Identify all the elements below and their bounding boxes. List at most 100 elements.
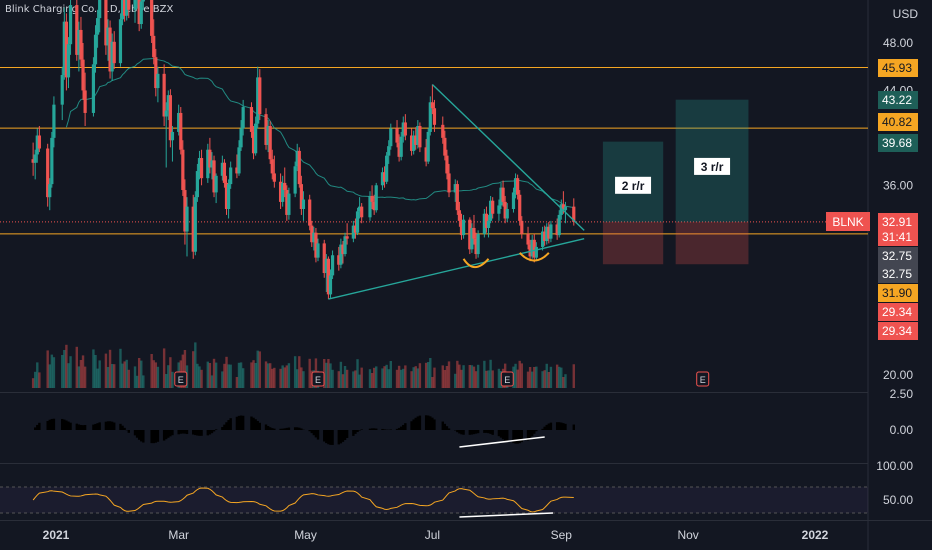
macd-bar <box>485 430 488 433</box>
indicator-tick: 100.00 <box>876 459 913 473</box>
currency-label[interactable]: USD <box>892 7 918 21</box>
price-tag: 39.68 <box>882 136 912 150</box>
candle-body <box>505 209 509 219</box>
macd-bar <box>165 430 168 440</box>
volume-bar <box>221 371 224 388</box>
candle-body <box>337 255 341 265</box>
candle-body <box>470 227 474 250</box>
earnings-marker <box>696 371 710 387</box>
volume-bar <box>119 348 122 388</box>
macd-bar <box>547 423 551 430</box>
macd-bar <box>38 422 41 430</box>
volume-bar <box>535 366 538 388</box>
macd-bar <box>279 428 282 430</box>
price-tag: 40.82 <box>882 115 912 129</box>
macd-bar <box>133 430 137 436</box>
volume-bar <box>77 366 81 388</box>
candle-body <box>137 0 141 25</box>
candle-body <box>310 225 314 243</box>
volume-bar <box>329 363 332 388</box>
candle-body <box>150 0 154 36</box>
volume-bar <box>528 367 532 388</box>
rr-label: 3 r/r <box>701 160 724 174</box>
macd-bar <box>354 430 357 434</box>
candle-body <box>453 184 457 193</box>
candle-body <box>468 219 472 250</box>
time-tick: May <box>294 528 317 542</box>
macd-bar <box>370 428 374 430</box>
candle-body <box>91 64 96 113</box>
macd-bar <box>287 427 291 430</box>
candle-body <box>179 112 183 150</box>
volume-bar <box>63 350 66 388</box>
candle-body <box>532 239 536 258</box>
macd-bar <box>179 430 182 434</box>
risk-reward-boxes: 2 r/r 3 r/r <box>602 99 749 265</box>
volume-bar <box>125 359 128 388</box>
volume-bar <box>198 366 201 388</box>
macd-bar <box>227 420 230 430</box>
candle-body <box>212 160 216 193</box>
ma-line <box>65 58 574 209</box>
volume-bar <box>229 364 232 388</box>
candle-body <box>412 135 416 151</box>
candle-body <box>341 244 345 255</box>
volume-bar <box>470 365 474 388</box>
macd-bar <box>501 430 505 440</box>
volume-bar <box>254 363 257 388</box>
candle-body <box>416 126 420 145</box>
rr-label-bg <box>615 176 652 194</box>
macd-bar <box>356 430 359 433</box>
volume-bar <box>431 377 434 388</box>
volume-bar <box>352 371 355 388</box>
candle-body <box>426 131 430 162</box>
macd-bar <box>312 430 316 436</box>
volume-bar <box>98 360 101 388</box>
price-tag: 43.22 <box>882 93 912 107</box>
macd-bar <box>345 430 349 438</box>
macd-bar <box>237 415 241 430</box>
volume-bar <box>283 367 286 388</box>
macd-bar <box>368 428 372 430</box>
volume-bar <box>69 356 72 388</box>
candle-body <box>443 137 447 156</box>
candle-body <box>328 275 333 295</box>
macd-bar <box>106 421 110 430</box>
candle-body <box>222 162 227 183</box>
price-tick: 20.00 <box>883 368 913 382</box>
volume-bar <box>266 363 270 388</box>
candle-body <box>547 226 551 239</box>
volume-bar <box>287 363 291 388</box>
macd-bar <box>499 430 503 438</box>
symbol-title: Blink Charging Co., 1D, Cboe BZX <box>5 4 174 15</box>
candle-body <box>31 159 35 163</box>
volume-bar <box>235 377 239 388</box>
volume-bar <box>79 360 83 388</box>
candle-body <box>191 206 195 252</box>
macd-bar <box>572 424 575 430</box>
candle-body <box>251 131 256 154</box>
volume-bar <box>52 357 56 388</box>
time-tick: Jul <box>425 528 440 542</box>
volume-bar <box>412 367 415 388</box>
candle-body <box>297 150 301 185</box>
macd-bar <box>225 422 228 430</box>
macd-bar <box>92 424 95 430</box>
macd-bar <box>285 427 289 430</box>
macd-bar <box>48 419 51 430</box>
candle-body <box>409 135 414 151</box>
macd-bar <box>98 422 101 430</box>
price-tag-bg <box>878 303 918 321</box>
volume-bar <box>241 368 245 388</box>
candle-body <box>199 158 204 179</box>
symbol-tag: BLNK <box>832 215 863 229</box>
volume-bar <box>210 375 214 388</box>
macd-bar <box>468 430 472 435</box>
candle-body <box>424 147 428 162</box>
macd-bar <box>50 418 54 430</box>
macd-bar <box>61 418 64 430</box>
candle-body <box>183 190 187 232</box>
candle-body <box>540 231 545 247</box>
volume-bar <box>520 363 523 388</box>
